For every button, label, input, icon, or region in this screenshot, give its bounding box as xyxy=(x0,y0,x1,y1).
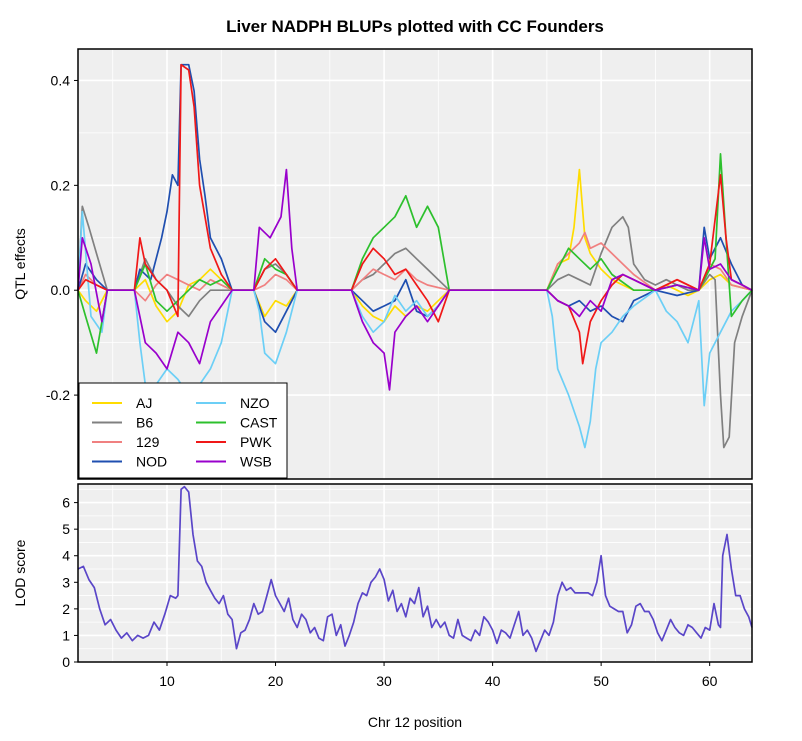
y-tick-label: -0.2 xyxy=(46,387,70,403)
x-tick-label: 10 xyxy=(159,673,175,689)
y-tick-label: 6 xyxy=(62,495,70,511)
series-line-lod xyxy=(77,485,753,653)
lod-y-axis-label: LOD score xyxy=(12,539,28,606)
y-tick-label: 2 xyxy=(62,601,70,617)
effects-y-axis: -0.2 0.0 0.2 0.4 xyxy=(46,72,78,403)
lod-panel: 0 1 2 3 4 5 6 10 20 30 40 50 60 LOD score xyxy=(12,483,753,689)
y-tick-label: 0.0 xyxy=(51,282,71,298)
legend-label-b6: B6 xyxy=(136,415,153,431)
y-tick-label: 0.2 xyxy=(51,177,71,193)
series-line-129 xyxy=(77,231,753,302)
lod-y-axis: 0 1 2 3 4 5 6 xyxy=(62,495,78,670)
x-tick-label: 50 xyxy=(593,673,609,689)
x-tick-label: 40 xyxy=(485,673,501,689)
x-axis-label: Chr 12 position xyxy=(368,714,462,730)
y-tick-label: 0 xyxy=(62,654,70,670)
lod-plot-frame xyxy=(77,483,753,663)
y-tick-label: 5 xyxy=(62,521,70,537)
legend-label-129: 129 xyxy=(136,434,160,450)
legend-label-nzo: NZO xyxy=(240,395,270,411)
effects-plot-frame xyxy=(77,48,753,480)
effects-lines xyxy=(77,63,753,449)
series-line-wsb xyxy=(77,168,753,391)
series-line-nzo xyxy=(77,210,753,449)
legend-items: AJ B6 129 NOD NZO CAST PWK WSB xyxy=(92,395,278,470)
x-axis: 10 20 30 40 50 60 xyxy=(159,662,718,689)
legend-label-nod: NOD xyxy=(136,454,167,470)
x-tick-label: 30 xyxy=(376,673,392,689)
x-tick-label: 60 xyxy=(702,673,718,689)
legend-label-cast: CAST xyxy=(240,415,278,431)
chart-title: Liver NADPH BLUPs plotted with CC Founde… xyxy=(226,17,604,36)
y-tick-label: 1 xyxy=(62,627,70,643)
legend: AJ B6 129 NOD NZO CAST PWK WSB xyxy=(78,382,288,479)
legend-label-pwk: PWK xyxy=(240,434,273,450)
legend-label-wsb: WSB xyxy=(240,454,272,470)
x-tick-label: 20 xyxy=(268,673,284,689)
effects-y-axis-label: QTL effects xyxy=(12,228,28,300)
y-tick-label: 0.4 xyxy=(51,72,71,88)
effects-panel: -0.2 0.0 0.2 0.4 QTL effects AJ B6 129 NOD NZO C… xyxy=(12,48,753,480)
series-line-nod xyxy=(77,63,753,334)
lod-lines xyxy=(77,485,753,653)
y-tick-label: 3 xyxy=(62,574,70,590)
legend-label-aj: AJ xyxy=(136,395,152,411)
y-tick-label: 4 xyxy=(62,548,70,564)
